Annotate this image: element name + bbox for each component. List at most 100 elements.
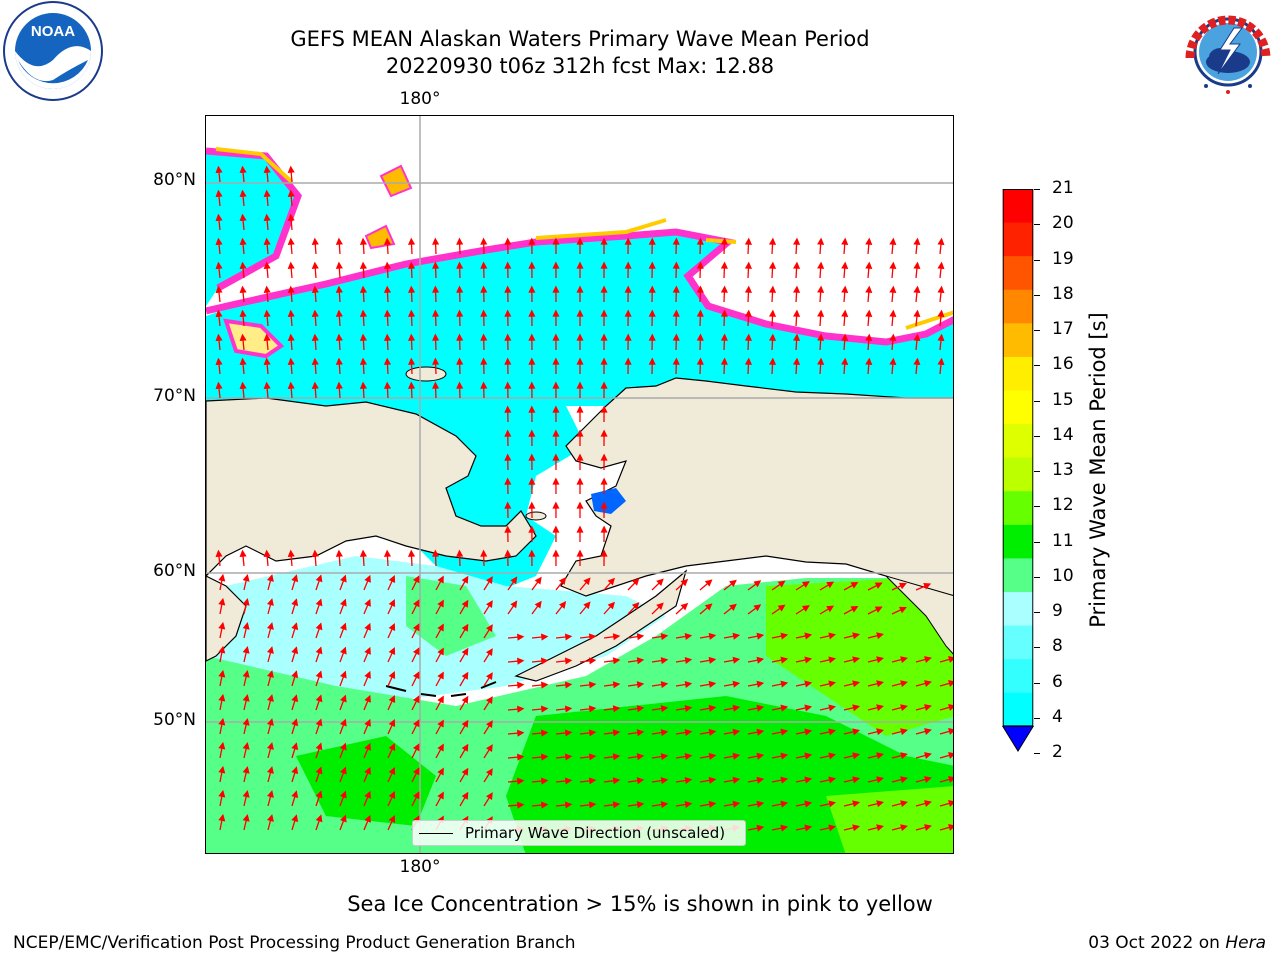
wave-arrow-head <box>876 656 884 664</box>
wave-arrow-head <box>552 357 560 365</box>
wave-arrow-head <box>461 767 469 776</box>
wave-arrow-head <box>780 632 789 640</box>
wave-arrow-head <box>339 622 347 631</box>
wave-arrow-head <box>215 285 223 294</box>
nws-logo-icon <box>1177 1 1279 103</box>
wave-arrow-head <box>756 680 765 688</box>
wave-arrow-head <box>660 657 669 665</box>
wave-arrow-head <box>456 237 464 245</box>
wave-arrow-head <box>287 333 295 341</box>
wave-arrow-head <box>648 285 656 293</box>
wave-arrow-head <box>804 800 813 808</box>
wave-arrow-head <box>291 766 299 775</box>
lon-label-top: 180° <box>399 89 441 109</box>
alaska-land <box>560 377 953 606</box>
wave-arrow-head <box>828 800 837 808</box>
wave-arrow-head <box>865 357 873 365</box>
wave-arrow-head <box>485 744 493 752</box>
wave-arrow-head <box>480 357 488 365</box>
wave-arrow-head <box>852 776 861 784</box>
wave-arrow-head <box>517 657 525 665</box>
wave-arrow-head <box>732 800 741 808</box>
wave-arrow-head <box>720 333 728 341</box>
wave-arrow-head <box>684 632 693 641</box>
map-canvas[interactable] <box>206 116 954 854</box>
ice-edge-west-yellow <box>215 147 294 184</box>
wave-arrow-head <box>218 813 226 822</box>
wave-arrow-head <box>263 381 271 390</box>
wave-arrow-head <box>388 695 396 703</box>
wave-arrow-head <box>865 309 873 317</box>
wave-arrow-head <box>612 633 621 641</box>
wave-arrow-head <box>339 766 347 775</box>
wave-arrow-head <box>576 381 584 389</box>
wave-arrow-head <box>480 309 488 317</box>
wave-arrow-head <box>263 285 271 294</box>
wave-arrow-head <box>865 261 873 269</box>
wave-arrow-head <box>540 633 549 641</box>
wave-arrow-head <box>780 680 789 688</box>
wave-arrow-head <box>412 575 420 584</box>
colorbar-tick-mark <box>1034 294 1040 296</box>
wave-arrow-head <box>924 704 932 711</box>
colorbar-tick-mark <box>1034 189 1040 190</box>
wave-arrow-head <box>744 237 753 245</box>
wave-arrow-head <box>461 719 469 728</box>
wave-arrow-head <box>485 648 493 656</box>
colorbar-tick-label: 9 <box>1052 601 1063 621</box>
wave-arrow-head <box>624 237 632 245</box>
wave-arrow-head <box>412 743 420 752</box>
wave-arrow-head <box>504 261 512 269</box>
wave-arrow-head <box>407 357 416 365</box>
wave-arrow-head <box>510 576 518 585</box>
wave-arrow-head <box>359 285 367 293</box>
wave-arrow-head <box>768 333 777 341</box>
wave-arrow-head <box>924 656 932 663</box>
wave-arrow-head <box>852 800 861 808</box>
wave-arrow-head <box>552 285 560 293</box>
wave-arrow-head <box>412 767 420 776</box>
colorbar-tick-mark <box>1034 471 1040 472</box>
wave-arrow-head <box>720 285 728 293</box>
wave-arrow-head <box>388 791 396 799</box>
wave-arrow-head <box>287 213 295 221</box>
wave-arrow-head <box>383 549 392 557</box>
wave-arrow-head <box>948 656 953 663</box>
wave-arrow-head <box>913 237 921 246</box>
wave-arrow-head <box>900 752 908 760</box>
alaska-peninsula <box>514 569 688 682</box>
wave-arrow-head <box>432 285 440 293</box>
wave-arrow-head <box>708 776 717 784</box>
wave-arrow-head <box>480 237 488 245</box>
wave-arrow-head <box>660 801 669 809</box>
wave-arrow-head <box>924 824 932 831</box>
wave-arrow-head <box>504 405 512 413</box>
wave-arrow-head <box>680 602 689 611</box>
colorbar-label: Primary Wave Mean Period [s] <box>1086 312 1110 628</box>
wave-arrow-head <box>552 405 560 413</box>
wave-arrow-head <box>636 705 645 713</box>
wave-arrow-head <box>456 309 464 317</box>
wave-arrow-head <box>756 728 765 736</box>
wave-arrow-head <box>729 579 737 587</box>
colorbar-tick-mark <box>1034 576 1040 578</box>
wave-arrow-head <box>456 357 464 365</box>
sea-ice-note: Sea Ice Concentration > 15% is shown in … <box>347 892 933 916</box>
wave-arrow-head <box>684 752 693 761</box>
map-panel[interactable] <box>205 115 954 854</box>
wave-arrow-head <box>485 696 493 704</box>
wave-arrow-head <box>948 800 953 807</box>
wave-arrow-head <box>828 656 837 664</box>
wave-arrow-head <box>552 333 560 341</box>
wave-arrow-head <box>841 261 849 269</box>
wave-arrow-head <box>729 603 737 611</box>
wave-arrow-head <box>924 728 932 735</box>
lat-label-50: 50°N <box>153 710 196 730</box>
wave-arrow-head <box>793 237 801 245</box>
wave-arrow-head <box>924 800 932 807</box>
wave-arrow-head <box>564 705 573 713</box>
wave-arrow-head <box>588 777 597 785</box>
wave-arrow-head <box>552 309 560 317</box>
wave-arrow-head <box>242 693 250 702</box>
wave-arrow-head <box>913 357 921 366</box>
